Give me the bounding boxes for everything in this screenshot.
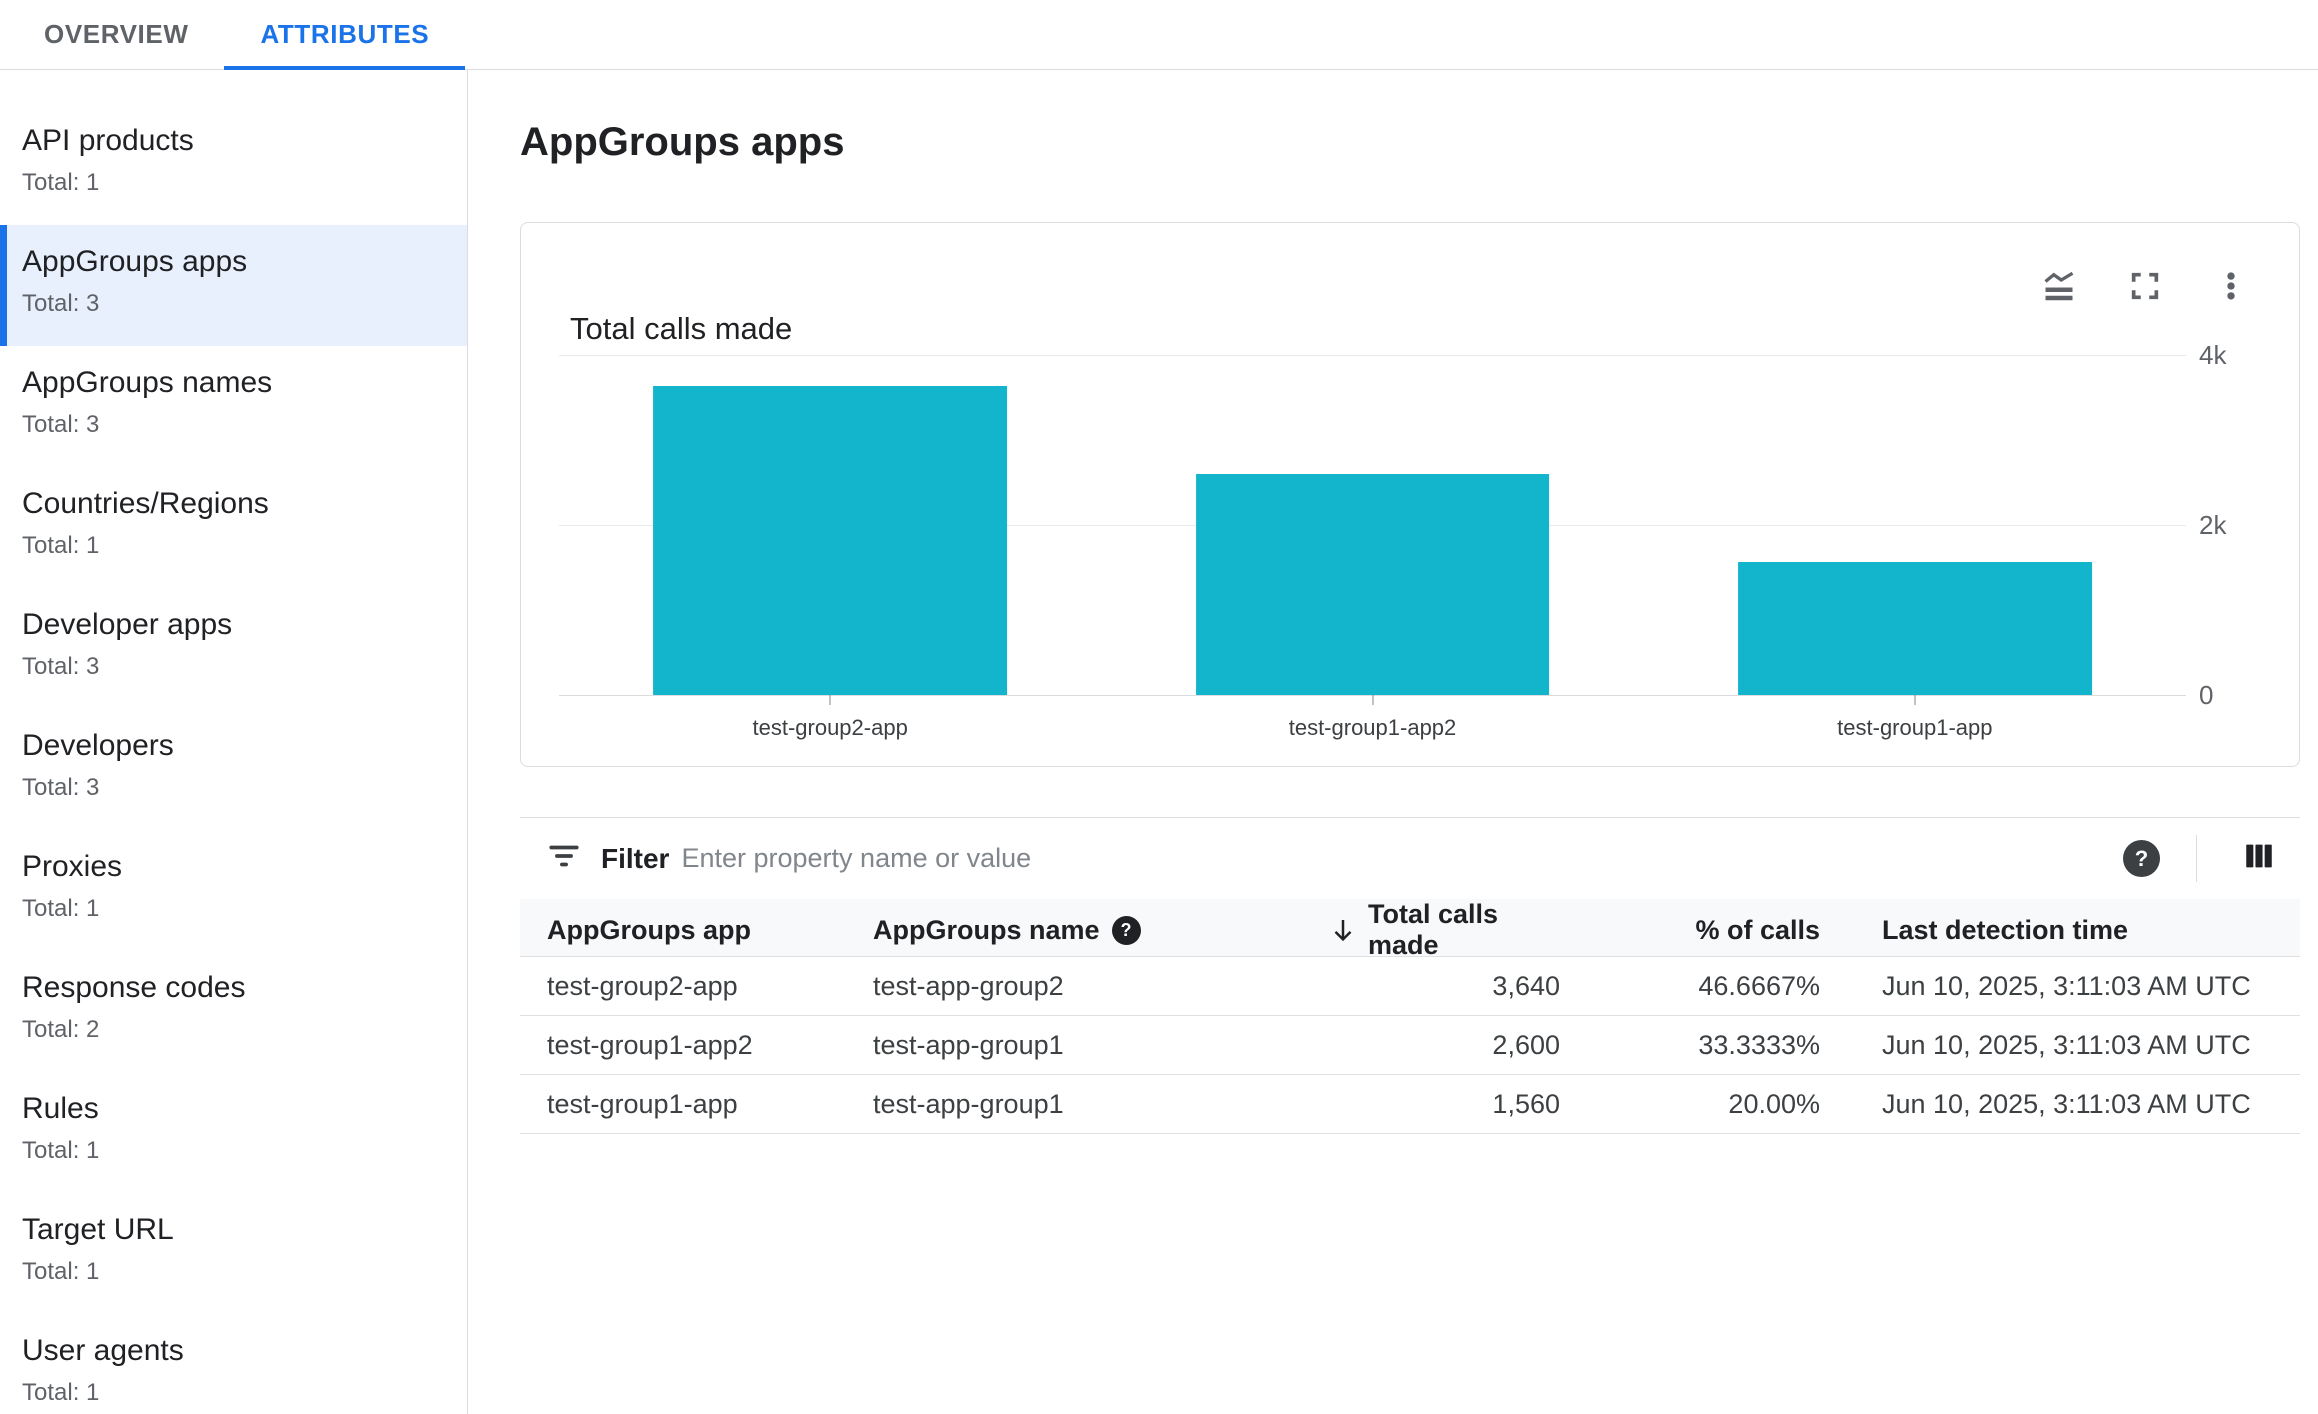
cell-total-calls: 1,560 bbox=[1492, 1088, 1560, 1119]
cell-last-detection-time: Jun 10, 2025, 3:11:03 AM UTC bbox=[1882, 1029, 2251, 1060]
col-header-pct-of-calls[interactable]: % of calls bbox=[1695, 914, 1820, 945]
sidebar-item-label: AppGroups names bbox=[22, 366, 273, 399]
sidebar-item-total: Total: 3 bbox=[22, 290, 100, 317]
table-row: test-group2-app test-app-group2 3,640 46… bbox=[520, 957, 2300, 1016]
sidebar-item-total: Total: 3 bbox=[22, 774, 100, 801]
cell-appgroups-name: test-app-group1 bbox=[873, 1029, 1064, 1060]
sidebar-item-total: Total: 1 bbox=[22, 532, 100, 559]
gridline-4k bbox=[559, 355, 2186, 356]
x-axis-label: test-group1-app2 bbox=[1288, 715, 1457, 740]
area-chart-icon bbox=[2041, 268, 2077, 309]
sidebar-item-label: Countries/Regions bbox=[22, 487, 269, 520]
cell-pct-of-calls: 20.00% bbox=[1728, 1088, 1820, 1119]
sidebar-item-label: AppGroups apps bbox=[22, 245, 248, 278]
sidebar-item-label: Rules bbox=[22, 1092, 99, 1125]
tab-attributes-label: ATTRIBUTES bbox=[260, 19, 430, 49]
cell-pct-of-calls: 46.6667% bbox=[1698, 970, 1820, 1001]
cell-appgroups-app: test-group1-app bbox=[547, 1088, 738, 1119]
sidebar-item-total: Total: 1 bbox=[22, 169, 100, 196]
sidebar-item-label: Developers bbox=[22, 729, 174, 762]
col-header-last-detection-time[interactable]: Last detection time bbox=[1882, 914, 2129, 945]
attributes-sidebar: API products Total: 1 AppGroups apps Tot… bbox=[0, 70, 468, 1414]
sidebar-item[interactable]: AppGroups apps Total: 3 bbox=[0, 225, 467, 346]
tab-attributes[interactable]: ATTRIBUTES bbox=[224, 0, 465, 70]
sidebar-item[interactable]: Countries/Regions Total: 1 bbox=[0, 467, 467, 588]
cell-appgroups-app: test-group2-app bbox=[547, 970, 738, 1001]
sidebar-item[interactable]: Target URL Total: 1 bbox=[0, 1193, 467, 1314]
fullscreen-button[interactable] bbox=[2123, 266, 2167, 310]
col-header-total-calls[interactable]: Total calls made bbox=[1328, 899, 1560, 961]
cell-total-calls: 3,640 bbox=[1492, 970, 1560, 1001]
sidebar-item-total: Total: 3 bbox=[22, 411, 100, 438]
bar-test-group2-app[interactable] bbox=[653, 385, 1008, 695]
sidebar-item-label: Target URL bbox=[22, 1213, 174, 1246]
more-vert-icon bbox=[2214, 269, 2248, 308]
sidebar-item-label: API products bbox=[22, 124, 194, 157]
tab-overview-label: OVERVIEW bbox=[44, 19, 189, 49]
sidebar-item-total: Total: 3 bbox=[22, 653, 100, 680]
sidebar-item-total: Total: 1 bbox=[22, 1258, 100, 1285]
sidebar-item-total: Total: 1 bbox=[22, 1379, 100, 1406]
cell-pct-of-calls: 33.3333% bbox=[1698, 1029, 1820, 1060]
tab-bar: OVERVIEW ATTRIBUTES bbox=[0, 0, 2318, 70]
sidebar-item[interactable]: User agents Total: 1 bbox=[0, 1314, 467, 1414]
filter-label: Filter bbox=[601, 842, 670, 874]
main-content: AppGroups apps Total calls made bbox=[468, 70, 2318, 1414]
chart-type-button[interactable] bbox=[2037, 266, 2081, 310]
total-calls-chart-card: Total calls made bbox=[520, 222, 2300, 767]
sidebar-item[interactable]: Response codes Total: 2 bbox=[0, 951, 467, 1072]
filter-row: Filter ? bbox=[520, 818, 2300, 899]
sidebar-item[interactable]: Proxies Total: 1 bbox=[0, 830, 467, 951]
bar-plot: test-group2-app test-group1-app2 test-grou… bbox=[559, 355, 2186, 740]
table-header-row: AppGroups app AppGroups name ? Total cal… bbox=[520, 899, 2300, 960]
chart-menu-button[interactable] bbox=[2209, 266, 2253, 310]
fullscreen-icon bbox=[2128, 269, 2162, 308]
table-body: test-group2-app test-app-group2 3,640 46… bbox=[520, 957, 2300, 1134]
sidebar-item[interactable]: Rules Total: 1 bbox=[0, 1072, 467, 1193]
y-tick-label: 0 bbox=[2199, 680, 2214, 710]
table-row: test-group1-app2 test-app-group1 2,600 3… bbox=[520, 1016, 2300, 1075]
sort-desc-arrow-icon bbox=[1328, 915, 1358, 945]
x-axis-tick bbox=[829, 695, 831, 705]
toolbar-divider bbox=[2196, 835, 2197, 882]
sidebar-item-total: Total: 1 bbox=[22, 1137, 100, 1164]
sidebar-item-label: User agents bbox=[22, 1334, 184, 1367]
sidebar-item-label: Response codes bbox=[22, 971, 246, 1004]
x-axis-label: test-group1-app bbox=[1837, 715, 1993, 740]
sidebar-item[interactable]: AppGroups names Total: 3 bbox=[0, 346, 467, 467]
y-tick-label: 4k bbox=[2199, 340, 2227, 370]
cell-appgroups-app: test-group1-app2 bbox=[547, 1029, 753, 1060]
cell-total-calls: 2,600 bbox=[1492, 1029, 1560, 1060]
sidebar-item-total: Total: 2 bbox=[22, 1016, 100, 1043]
chart-title: Total calls made bbox=[570, 311, 793, 346]
bar-test-group1-app[interactable] bbox=[1737, 562, 2092, 695]
filter-input[interactable] bbox=[681, 843, 2123, 874]
column-settings-icon[interactable] bbox=[2242, 839, 2276, 878]
y-tick-label: 2k bbox=[2199, 510, 2227, 540]
x-axis-label: test-group2-app bbox=[752, 715, 908, 740]
filter-icon bbox=[547, 839, 581, 878]
cell-appgroups-name: test-app-group2 bbox=[873, 970, 1064, 1001]
col-header-appgroups-name[interactable]: AppGroups name ? bbox=[873, 915, 1328, 946]
cell-last-detection-time: Jun 10, 2025, 3:11:03 AM UTC bbox=[1882, 970, 2251, 1001]
col-header-appgroups-app[interactable]: AppGroups app bbox=[547, 914, 751, 945]
bar-test-group1-app2[interactable] bbox=[1195, 474, 1550, 695]
sidebar-item-label: Proxies bbox=[22, 850, 123, 883]
sidebar-item-label: Developer apps bbox=[22, 608, 233, 641]
sidebar-item[interactable]: API products Total: 1 bbox=[0, 104, 467, 225]
table-row: test-group1-app test-app-group1 1,560 20… bbox=[520, 1075, 2300, 1134]
sidebar-item[interactable]: Developers Total: 3 bbox=[0, 709, 467, 830]
cell-last-detection-time: Jun 10, 2025, 3:11:03 AM UTC bbox=[1882, 1088, 2251, 1119]
attributes-table-section: Filter ? AppGroups app AppGroups bbox=[520, 817, 2300, 1134]
cell-appgroups-name: test-app-group1 bbox=[873, 1088, 1064, 1119]
x-axis-tick bbox=[1914, 695, 1916, 705]
sidebar-item-total: Total: 1 bbox=[22, 895, 100, 922]
chart-toolbar bbox=[2037, 266, 2253, 310]
page-title: AppGroups apps bbox=[520, 120, 845, 164]
tab-overview[interactable]: OVERVIEW bbox=[8, 0, 224, 69]
appgroups-name-help-icon[interactable]: ? bbox=[1111, 915, 1141, 945]
sidebar-item[interactable]: Developer apps Total: 3 bbox=[0, 588, 467, 709]
filter-help-icon[interactable]: ? bbox=[2123, 840, 2160, 877]
x-axis-tick bbox=[1372, 695, 1373, 705]
